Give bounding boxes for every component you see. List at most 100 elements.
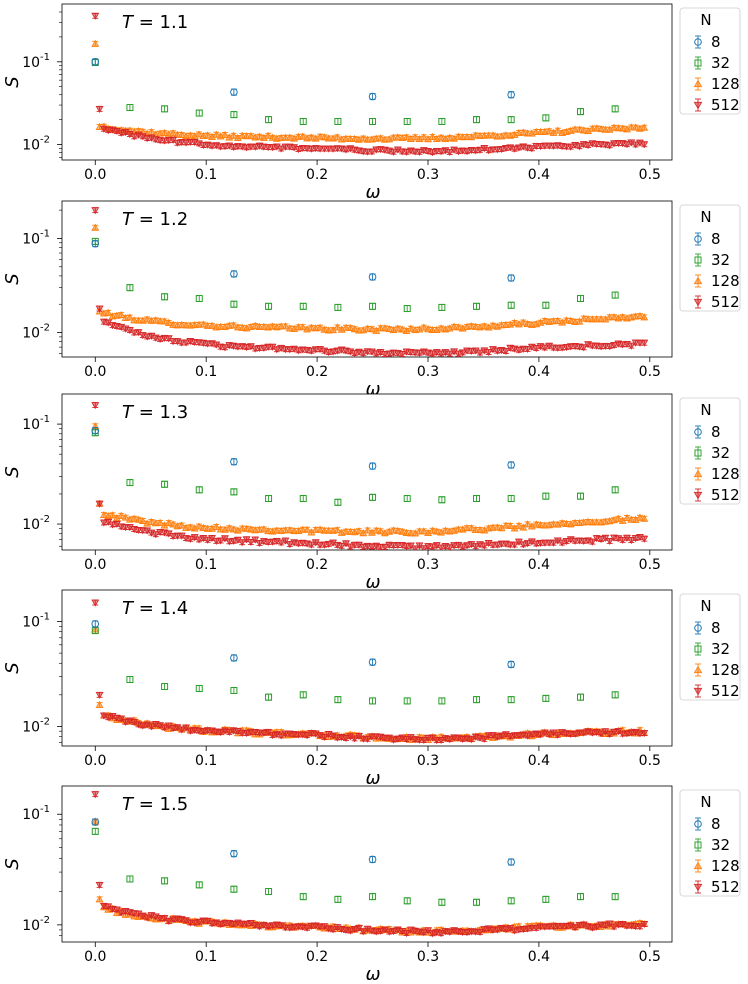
point: [415, 148, 424, 156]
point: [640, 141, 649, 149]
point: [251, 143, 260, 151]
point: [368, 273, 377, 281]
point: [91, 207, 100, 215]
series-8: [91, 239, 515, 282]
legend: N8 32 128 512: [679, 593, 741, 701]
point: [473, 495, 481, 503]
point: [91, 426, 100, 435]
point: [693, 101, 703, 110]
point: [618, 313, 627, 321]
point: [693, 276, 703, 285]
point: [251, 321, 260, 329]
temperature-annotation: T = 1.4: [122, 598, 188, 619]
y-tick-label: 10-1: [22, 612, 50, 631]
point: [95, 691, 104, 699]
point: [402, 543, 411, 550]
legend-entry: 8: [694, 423, 721, 441]
y-axis-label: S: [2, 466, 23, 477]
point: [143, 333, 152, 341]
point: [480, 322, 489, 330]
point: [186, 535, 195, 543]
x-tick-label: 0.0: [84, 949, 106, 965]
point: [169, 320, 178, 328]
point: [230, 270, 238, 278]
point: [203, 131, 212, 139]
x-tick-label: 0.1: [195, 364, 217, 380]
point: [91, 12, 100, 20]
point: [268, 322, 277, 330]
x-tick-label: 0.2: [306, 167, 328, 183]
point: [359, 134, 368, 142]
legend-label: 8: [711, 33, 721, 51]
point: [268, 144, 277, 152]
point: [463, 542, 472, 550]
point: [403, 117, 411, 125]
point: [195, 295, 203, 303]
point: [346, 543, 355, 550]
point: [393, 133, 402, 141]
point: [91, 599, 100, 607]
legend-entry: 128: [693, 272, 740, 290]
point: [334, 696, 342, 704]
point: [307, 133, 316, 141]
chart-panel: 0.0 0.1 0.2 0.3 0.4 0.5 10-2 10-1 ω S T = 1.3 N8 32 1…: [2, 393, 741, 593]
point: [558, 344, 567, 352]
point: [138, 516, 147, 524]
point: [367, 543, 376, 550]
point: [299, 495, 307, 503]
legend-label: 128: [711, 661, 740, 679]
point: [610, 728, 619, 736]
plot-area: [61, 589, 673, 747]
legend-label: 32: [711, 54, 730, 72]
point: [507, 495, 515, 503]
point: [542, 492, 550, 500]
point: [473, 696, 481, 704]
point: [385, 325, 394, 333]
point: [108, 521, 117, 529]
point: [161, 105, 169, 113]
point: [147, 517, 156, 525]
x-tick-label: 0.2: [306, 364, 328, 380]
point: [151, 316, 160, 324]
point: [510, 318, 519, 326]
point: [134, 515, 143, 523]
point: [368, 462, 377, 470]
series-8: [91, 620, 515, 669]
point: [507, 90, 515, 99]
point: [693, 79, 703, 88]
point: [369, 493, 377, 501]
point: [230, 88, 238, 96]
point: [493, 523, 502, 531]
point: [368, 92, 377, 101]
point: [553, 731, 562, 739]
point: [438, 303, 446, 311]
plot-points: [91, 402, 649, 550]
point: [523, 319, 532, 327]
point: [694, 38, 702, 46]
point: [693, 491, 703, 500]
point: [507, 116, 515, 124]
point: [640, 123, 649, 131]
point: [542, 114, 550, 122]
point: [207, 321, 216, 329]
point: [268, 732, 277, 740]
point: [316, 132, 325, 140]
point: [622, 730, 631, 738]
point: [334, 117, 342, 125]
point: [694, 235, 702, 243]
legend-label: 128: [711, 272, 740, 290]
point: [186, 131, 195, 139]
point: [501, 145, 510, 153]
point: [299, 302, 307, 310]
point: [473, 116, 481, 124]
point: [95, 895, 104, 903]
point: [285, 133, 294, 141]
x-tick-label: 0.1: [195, 557, 217, 573]
point: [579, 344, 588, 352]
point: [611, 486, 619, 494]
point: [91, 39, 100, 47]
point: [640, 313, 649, 321]
legend-entry: 32: [694, 251, 730, 269]
point: [527, 731, 536, 739]
